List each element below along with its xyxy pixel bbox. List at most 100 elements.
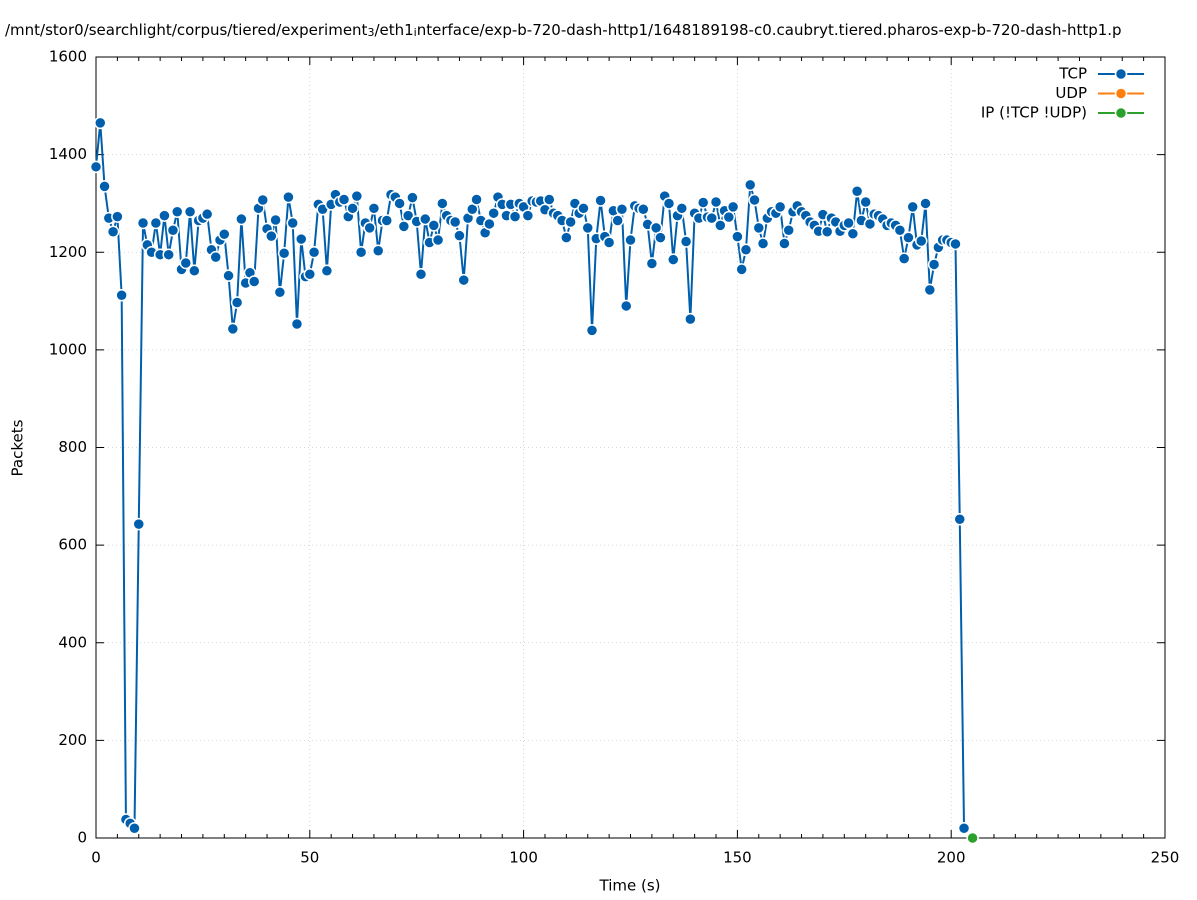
- data-point: [98, 180, 111, 193]
- data-point: [307, 246, 321, 259]
- data-point: [923, 283, 937, 297]
- data-point: [846, 227, 860, 240]
- data-point: [431, 233, 445, 247]
- y-tick-label: 0: [77, 829, 87, 847]
- legend-label: IP (!TCP !UDP): [981, 104, 1087, 122]
- data-point: [739, 243, 753, 257]
- data-point: [218, 227, 231, 241]
- data-point: [427, 219, 441, 232]
- data-point: [277, 246, 291, 260]
- legend-marker: [1114, 87, 1128, 100]
- data-point: [354, 246, 368, 259]
- data-point: [637, 203, 650, 216]
- data-point: [594, 194, 607, 207]
- data-point: [401, 209, 415, 222]
- data-point: [115, 288, 128, 302]
- title-part: 3: [367, 26, 374, 39]
- data-point: [577, 202, 590, 215]
- data-point: [645, 257, 659, 270]
- plot-frame: [95, 56, 1166, 839]
- data-point: [162, 248, 175, 261]
- legend-marker: [1114, 67, 1128, 81]
- data-point: [782, 224, 795, 237]
- data-point: [222, 269, 235, 282]
- data-point: [927, 258, 941, 271]
- data-point: [188, 264, 201, 278]
- data-point: [654, 231, 667, 244]
- title-part: i: [414, 26, 417, 39]
- data-point: [748, 193, 761, 207]
- data-point: [470, 193, 483, 206]
- x-tick-label: 250: [1151, 849, 1180, 867]
- data-point: [209, 250, 222, 264]
- data-point: [906, 200, 919, 214]
- data-point: [585, 324, 599, 337]
- data-point: [128, 821, 141, 835]
- x-tick-label: 200: [937, 849, 966, 867]
- legend-label: UDP: [1055, 84, 1087, 102]
- x-tick-label: 50: [300, 849, 319, 867]
- data-point: [290, 317, 304, 331]
- data-point: [170, 205, 184, 218]
- data-point: [406, 191, 419, 204]
- data-point: [897, 252, 911, 265]
- data-point: [560, 231, 573, 244]
- x-axis-label: Time (s): [599, 877, 661, 895]
- data-point: [778, 237, 791, 250]
- data-point: [615, 203, 629, 216]
- y-tick-label: 400: [58, 633, 87, 651]
- data-point: [286, 216, 299, 230]
- data-point: [705, 211, 718, 225]
- data-point: [850, 184, 864, 198]
- data-point: [230, 296, 244, 309]
- data-point: [136, 216, 150, 230]
- data-point: [722, 210, 736, 224]
- data-point: [457, 273, 470, 287]
- data-point: [756, 237, 770, 250]
- y-tick-label: 1600: [49, 48, 87, 66]
- data-point: [320, 264, 334, 278]
- x-tick-label: 0: [91, 849, 101, 867]
- data-point: [393, 197, 406, 210]
- data-point: [273, 286, 287, 299]
- data-point: [200, 207, 214, 221]
- data-point: [166, 224, 180, 237]
- data-point: [183, 205, 197, 218]
- data-point: [282, 190, 295, 204]
- data-point: [247, 275, 261, 288]
- data-point: [89, 160, 103, 174]
- x-tick-label: 100: [509, 849, 538, 867]
- data-point: [667, 253, 680, 266]
- data-point: [919, 197, 932, 210]
- data-point: [893, 224, 907, 237]
- data-point: [363, 221, 376, 235]
- y-tick-label: 800: [58, 438, 87, 456]
- data-point: [371, 244, 385, 258]
- title-part: /eth1: [374, 21, 413, 39]
- data-point: [915, 234, 928, 248]
- data-point: [397, 220, 411, 233]
- data-point: [743, 178, 757, 192]
- data-point: [902, 231, 915, 244]
- data-point: [521, 209, 535, 222]
- data-point: [256, 193, 270, 207]
- data-point: [820, 225, 834, 238]
- data-point: [773, 200, 787, 214]
- data-point: [696, 196, 710, 209]
- data-point: [367, 202, 381, 215]
- data-point: [953, 513, 967, 526]
- data-point: [709, 195, 723, 209]
- data-point: [303, 267, 317, 281]
- data-point: [543, 193, 556, 206]
- title-part: nterface/exp-b-720-dash-http1/1648189198…: [417, 21, 1122, 39]
- data-point: [94, 116, 107, 130]
- data-point: [957, 821, 971, 835]
- data-point: [448, 215, 462, 229]
- data-point: [265, 229, 278, 243]
- data-point: [149, 216, 163, 230]
- data-point: [602, 236, 616, 249]
- data-point: [158, 209, 171, 222]
- data-point: [675, 202, 689, 215]
- legend-marker: [1114, 106, 1128, 120]
- data-point: [731, 230, 744, 243]
